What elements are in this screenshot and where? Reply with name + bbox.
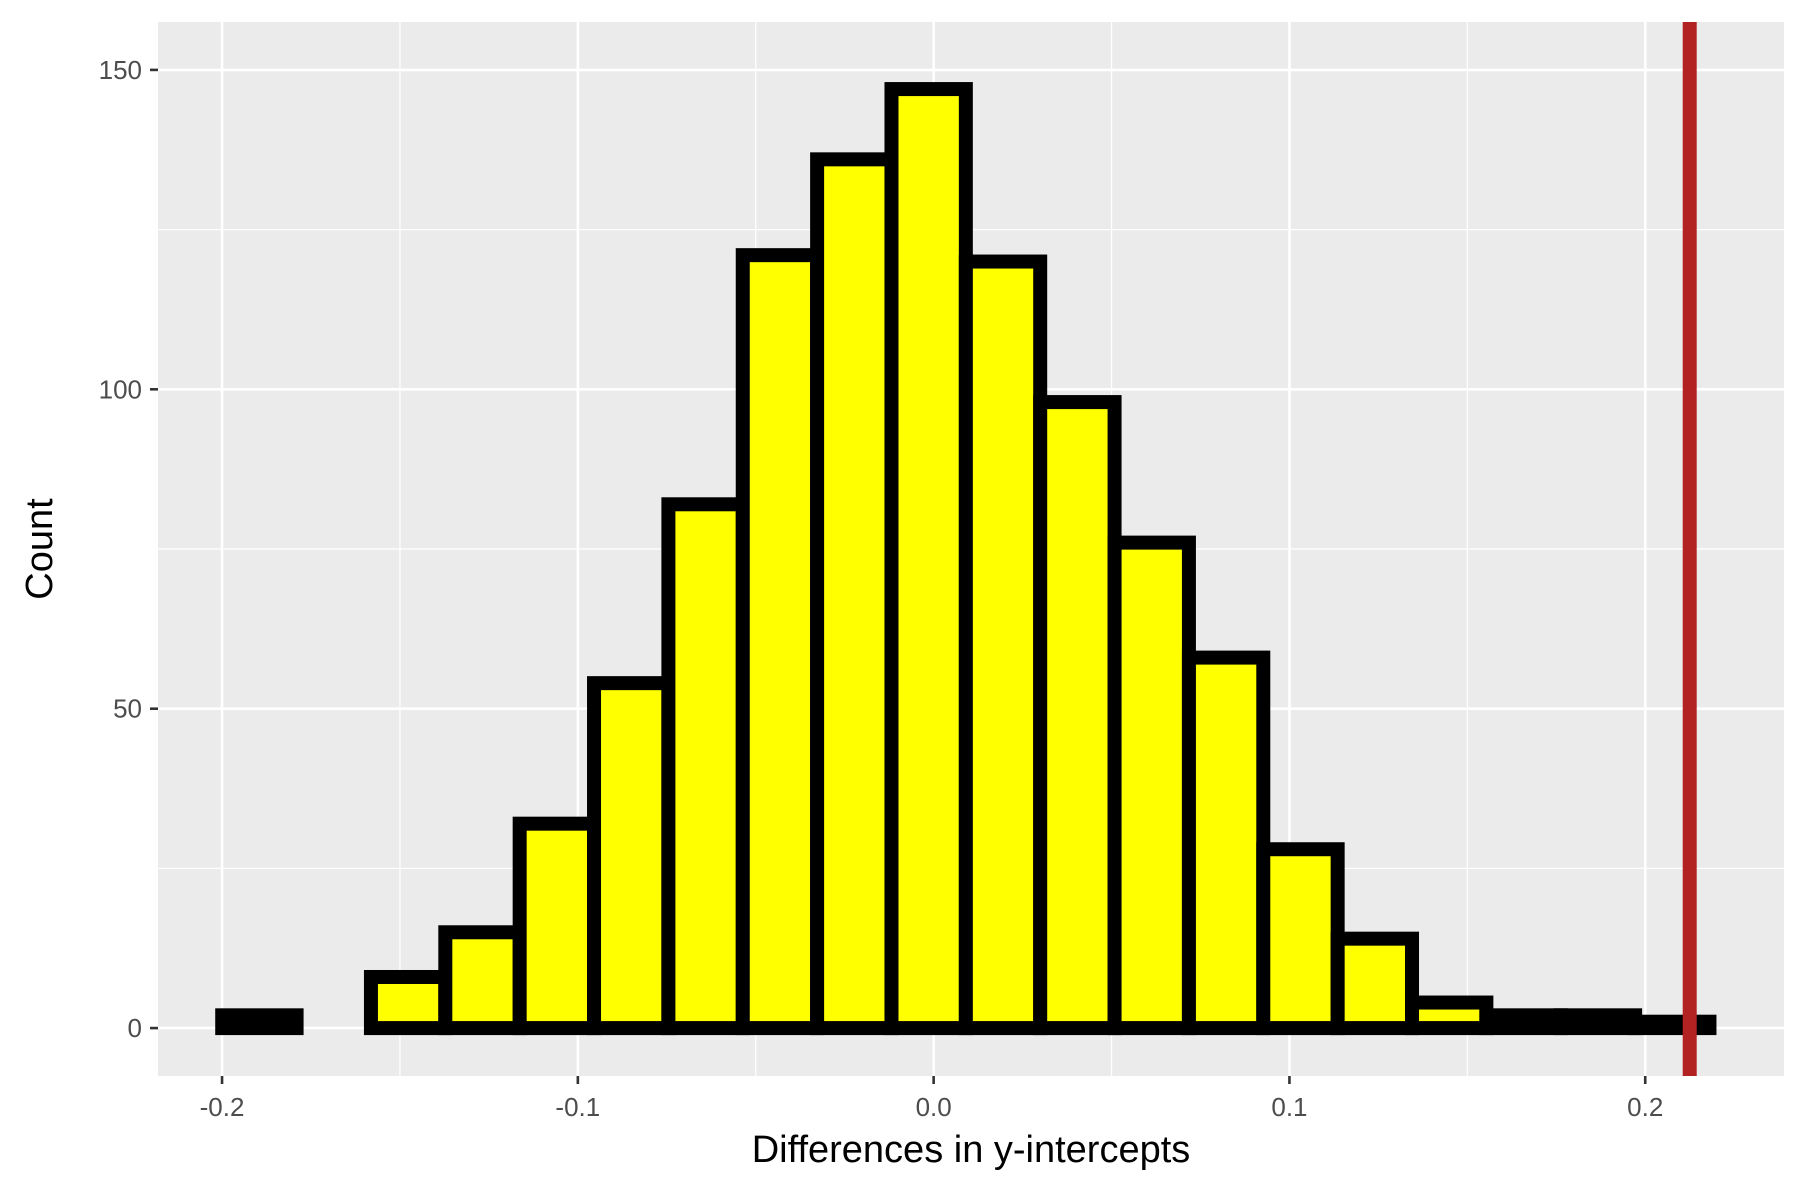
histogram-bar	[363, 969, 453, 1036]
histogram-bar	[1033, 395, 1122, 1036]
histogram-bar	[1553, 1008, 1643, 1036]
x-axis-title: Differences in y-intercepts	[752, 1129, 1191, 1171]
histogram-bar	[1628, 1014, 1717, 1036]
histogram-bar	[1479, 1008, 1568, 1036]
histogram-bar	[735, 248, 825, 1036]
histogram-bar	[512, 816, 602, 1036]
histogram-bar	[1330, 931, 1420, 1036]
x-tick-label: 0.2	[1627, 1092, 1663, 1122]
histogram-bar	[884, 82, 973, 1036]
y-tick-label: 100	[99, 374, 142, 404]
histogram-bar	[1405, 995, 1494, 1036]
x-tick-label: 0.1	[1271, 1092, 1307, 1122]
histogram-bar	[438, 925, 527, 1036]
y-tick-label: 50	[113, 694, 142, 724]
histogram-bar	[1256, 842, 1345, 1036]
x-tick-label: -0.1	[555, 1092, 600, 1122]
y-axis: 0 50 100 150	[99, 55, 158, 1043]
histogram-bar	[810, 152, 899, 1036]
x-axis: -0.2 -0.1 0.0 0.1 0.2	[200, 1076, 1663, 1122]
histogram-bar	[215, 1008, 304, 1036]
histogram-bar	[587, 676, 676, 1036]
histogram-bar	[661, 497, 750, 1036]
y-tick-label: 150	[99, 55, 142, 85]
histogram-bar	[1181, 650, 1271, 1036]
y-axis-title: Count	[19, 498, 61, 600]
histogram-bar	[1107, 535, 1196, 1036]
histogram-bars	[215, 82, 1717, 1036]
x-tick-label: -0.2	[200, 1092, 245, 1122]
x-tick-label: 0.0	[916, 1092, 952, 1122]
y-tick-label: 0	[128, 1013, 142, 1043]
histogram-bar	[958, 254, 1048, 1036]
